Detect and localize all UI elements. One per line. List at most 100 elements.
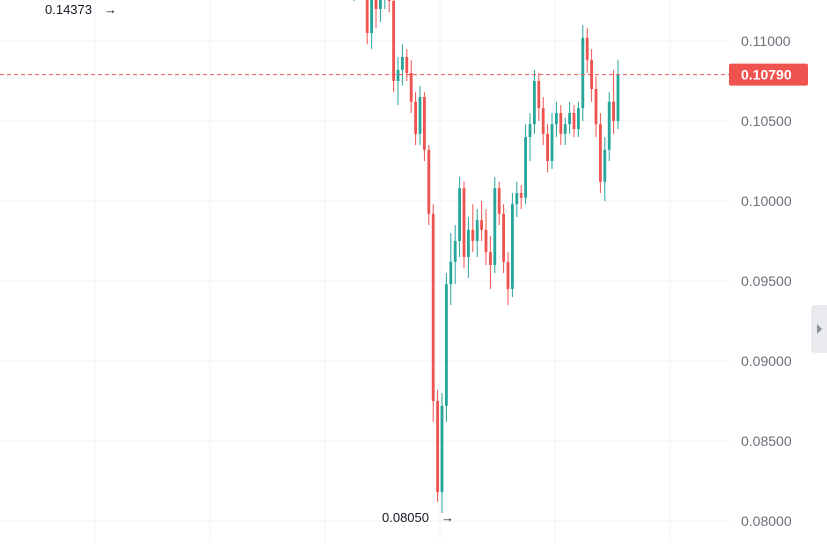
candle-body (528, 124, 532, 137)
y-tick-label: 0.11000 (741, 33, 791, 49)
candle (585, 28, 589, 73)
high-annotation-arrow-icon: → (104, 2, 117, 17)
candle (392, 0, 395, 93)
candle-body (440, 405, 444, 493)
candle-body (515, 193, 519, 205)
candle (616, 60, 620, 129)
candle (401, 44, 404, 86)
candles (353, 0, 620, 513)
expand-panel-chevron-icon[interactable] (811, 305, 827, 353)
candle (599, 113, 602, 193)
candle-body (502, 213, 505, 262)
candle-body (585, 37, 589, 61)
low-annotation-label: 0.08050 (382, 510, 429, 525)
candle (555, 101, 558, 137)
candle-body (365, 0, 369, 33)
candle (353, 0, 355, 1)
candle (541, 97, 545, 145)
candle (384, 0, 386, 9)
candle (471, 204, 475, 253)
candle (502, 204, 505, 273)
candle-body (458, 188, 461, 241)
candle (594, 76, 598, 137)
candle (480, 201, 483, 241)
candle-body (480, 220, 483, 230)
candle (396, 57, 400, 105)
candle-body (533, 81, 536, 125)
candle (550, 113, 554, 169)
candle (405, 49, 409, 81)
candle-body (572, 113, 576, 129)
candle (533, 69, 536, 134)
high-annotation-label: 0.14373 (45, 2, 92, 17)
candle (515, 181, 519, 217)
candle-body (409, 73, 413, 102)
candle (572, 105, 576, 137)
price-axis: 0.143000.140000.135000.130000.125000.120… (741, 33, 792, 529)
candle (590, 49, 593, 102)
candle-body (387, 0, 391, 1)
candle-body (396, 69, 400, 81)
candle (577, 101, 580, 137)
candle-body (370, 0, 373, 33)
candle (414, 92, 417, 145)
candle (427, 145, 431, 225)
candle-body (603, 149, 607, 182)
candle-body (581, 37, 585, 109)
y-tick-label: 0.08500 (741, 433, 792, 449)
candle-body (405, 57, 409, 73)
candle (568, 101, 571, 134)
candle-body (577, 108, 580, 129)
candle-body (519, 193, 523, 198)
candle (603, 137, 607, 201)
candle (445, 273, 448, 422)
candle (365, 0, 369, 45)
candle-body (546, 133, 549, 161)
last-price-tag: 0.10790 (729, 63, 808, 86)
candle-body (449, 261, 453, 285)
candle-body (541, 108, 545, 134)
y-tick-label: 0.10500 (741, 113, 792, 129)
candle (440, 393, 444, 513)
candle-body (418, 97, 422, 134)
candle (581, 25, 585, 121)
candle (467, 217, 470, 278)
candle-body (594, 89, 598, 125)
candle (387, 0, 391, 13)
candle (511, 193, 514, 297)
y-tick-label: 0.09500 (741, 273, 792, 289)
candle-body (511, 204, 514, 289)
candle-body (497, 188, 501, 214)
candle-body (475, 220, 479, 241)
candle-body (524, 137, 527, 198)
candle-body (471, 229, 475, 241)
candle-body (436, 401, 439, 493)
candle-body (427, 149, 431, 214)
last-price-label: 0.10790 (741, 67, 792, 83)
candle (607, 92, 611, 161)
y-tick-label: 0.09000 (741, 353, 792, 369)
candle (506, 252, 510, 305)
candle (423, 92, 426, 161)
candle-body (467, 229, 470, 257)
candle-body (484, 229, 488, 253)
y-tick-label: 0.10000 (741, 193, 792, 209)
candle-body (616, 74, 620, 121)
candle (436, 389, 439, 502)
candle-body (550, 124, 554, 161)
y-tick-label: 0.08000 (741, 513, 792, 529)
candle-body (445, 284, 448, 406)
grid (0, 0, 730, 542)
candle (449, 233, 453, 305)
candle (418, 85, 422, 145)
candle-body (453, 241, 457, 262)
candle-body (489, 252, 492, 265)
candle-body (462, 188, 466, 257)
candle (484, 209, 488, 265)
candle (497, 181, 501, 225)
candle-body (555, 113, 558, 125)
candle (370, 0, 373, 49)
candle-body (612, 101, 615, 121)
